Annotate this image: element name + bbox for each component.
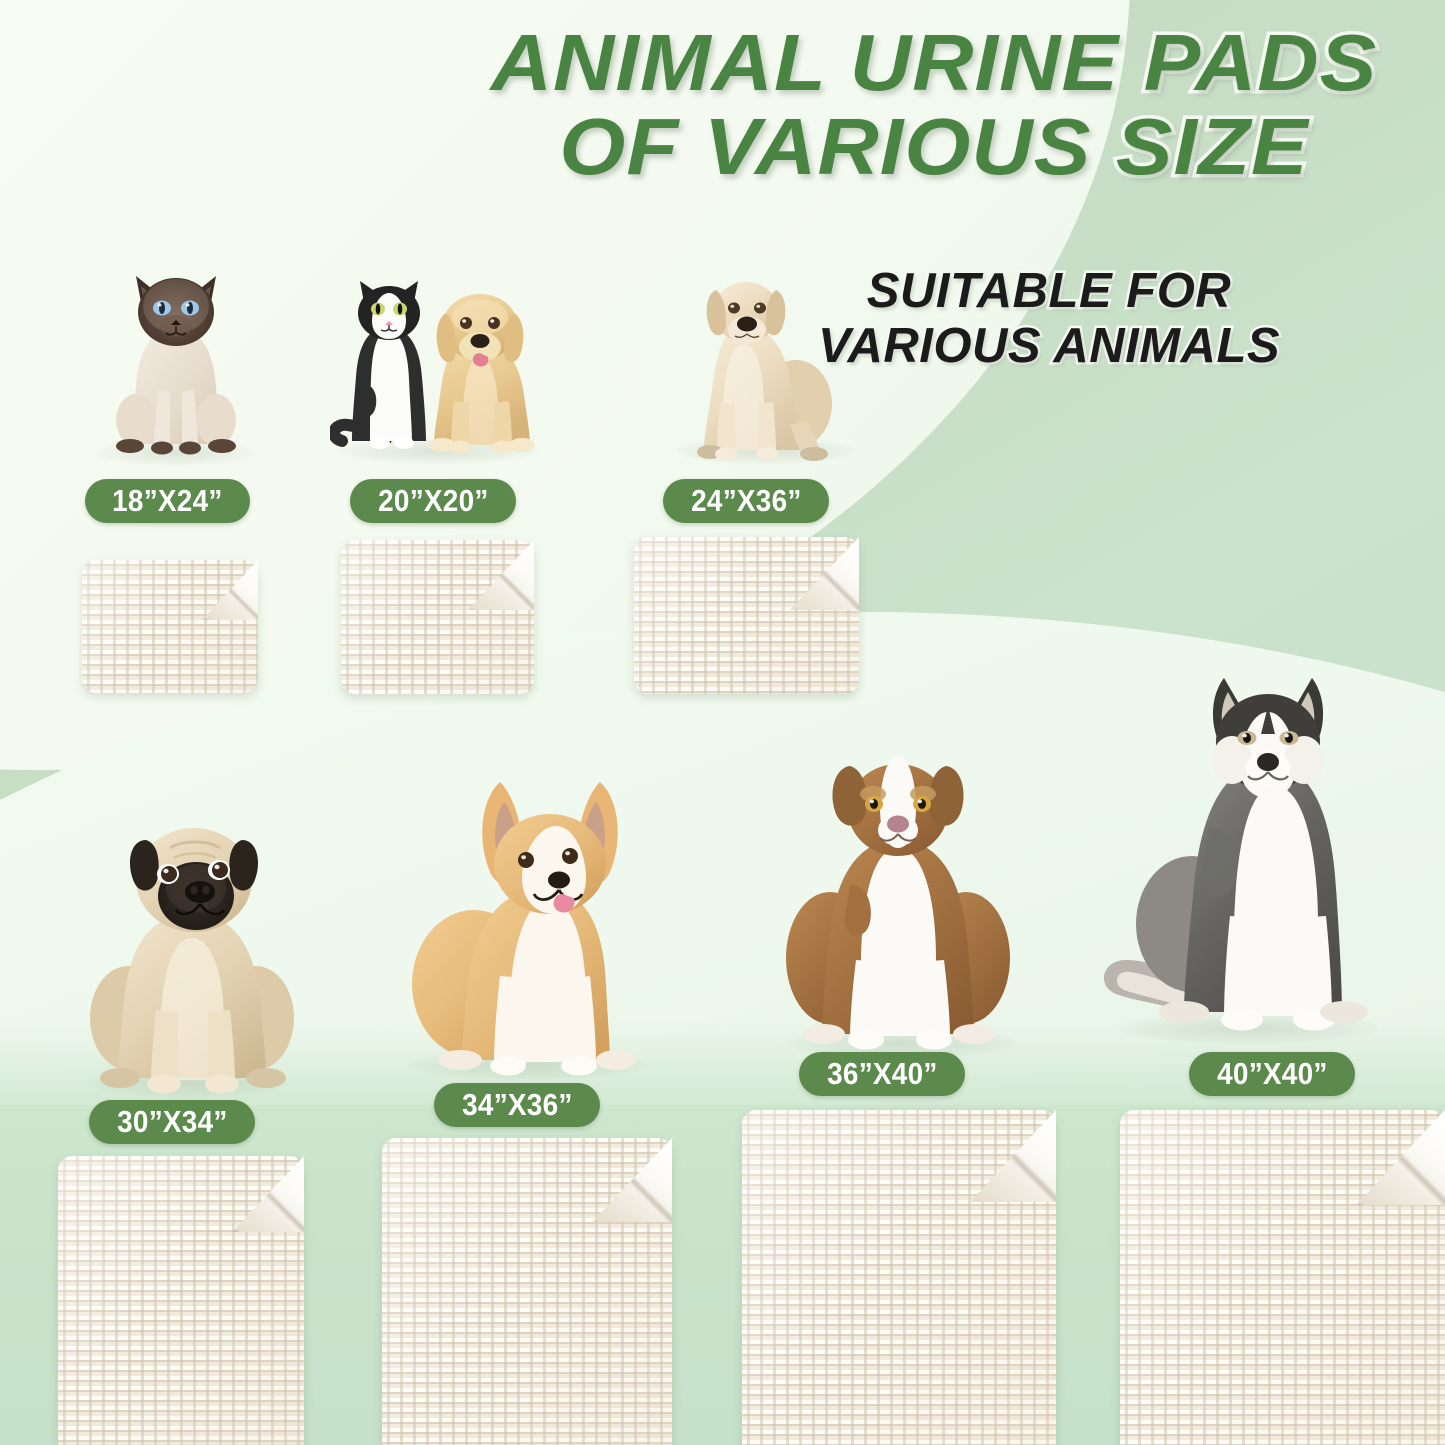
subtitle-line-2: VARIOUS ANIMALS xyxy=(815,316,1282,375)
pad-30x34 xyxy=(58,1156,304,1445)
size-label-30x34: 30”X34” xyxy=(89,1100,255,1144)
size-label-text: 18”X24” xyxy=(112,483,223,518)
page-title: ANIMAL URINE PADS OF VARIOUS SIZE xyxy=(469,19,1399,191)
size-label-text: 24”X36” xyxy=(690,483,802,518)
size-label-24x36: 24”X36” xyxy=(663,479,829,523)
subtitle-line-1: SUITABLE FOR xyxy=(864,262,1233,321)
size-label-36x40: 36”X40” xyxy=(799,1052,965,1096)
pad-20x20 xyxy=(341,540,534,694)
size-label-text: 20”X20” xyxy=(377,483,489,518)
size-label-text: 34”X36” xyxy=(461,1087,573,1122)
size-label-text: 36”X40” xyxy=(826,1056,938,1091)
title-line-2: OF VARIOUS SIZE xyxy=(556,102,1312,192)
animal-pug xyxy=(84,806,299,1096)
size-label-18x24: 18”X24” xyxy=(85,479,250,523)
pad-36x40 xyxy=(742,1110,1056,1445)
animal-tan-labrador-mix xyxy=(668,258,840,464)
size-label-20x20: 20”X20” xyxy=(350,479,516,523)
animal-siamese-cat xyxy=(100,262,252,462)
page-subtitle: SUITABLE FOR VARIOUS ANIMALS xyxy=(699,262,1399,376)
size-label-40x40: 40”X40” xyxy=(1189,1052,1355,1096)
pad-24x36 xyxy=(634,537,859,694)
size-label-text: 40”X40” xyxy=(1216,1056,1328,1091)
pad-18x24 xyxy=(82,560,258,693)
size-label-text: 30”X34” xyxy=(116,1104,228,1139)
size-label-34x36: 34”X36” xyxy=(434,1083,600,1127)
animal-australian-shepherd xyxy=(778,736,1018,1054)
animal-tuxedo-cat-and-labrador-puppy xyxy=(330,265,542,461)
animal-corgi xyxy=(404,776,656,1076)
pad-40x40 xyxy=(1120,1110,1445,1445)
animal-siberian-husky xyxy=(1100,668,1380,1040)
title-line-1: ANIMAL URINE PADS xyxy=(487,18,1380,107)
pad-34x36 xyxy=(382,1138,672,1445)
